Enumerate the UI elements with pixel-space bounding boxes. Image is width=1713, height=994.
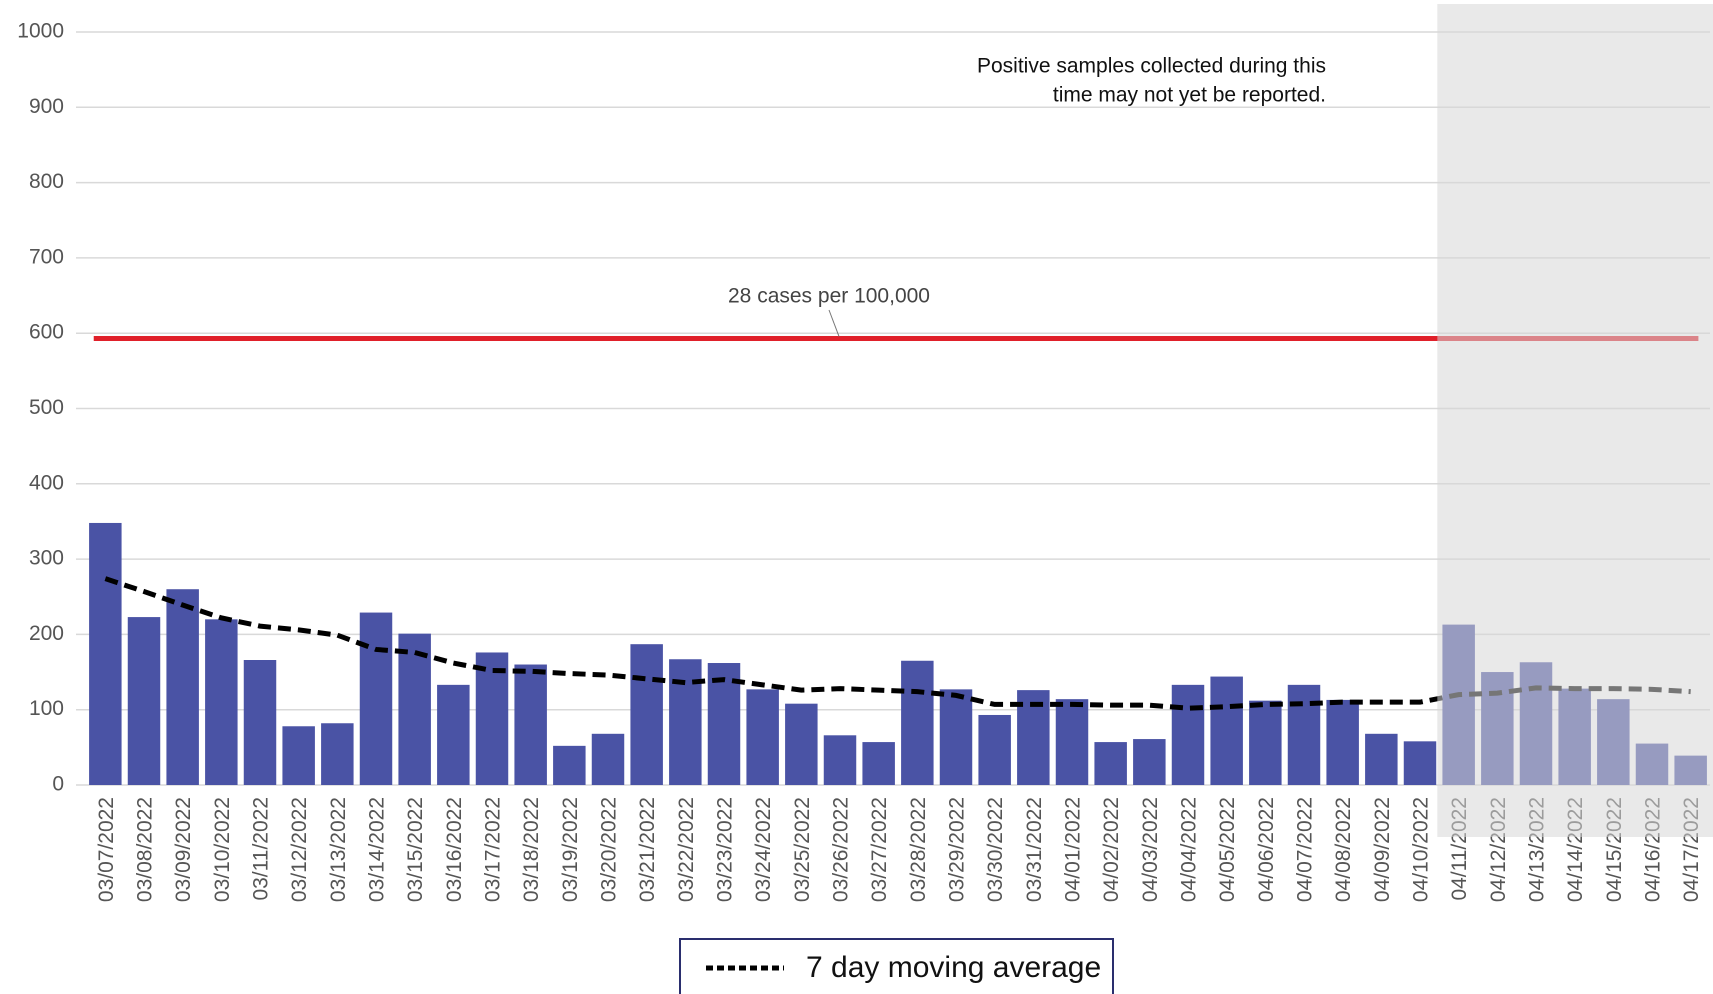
x-tick-label: 03/20/2022	[598, 797, 621, 902]
x-tick-label: 03/21/2022	[636, 797, 659, 902]
x-tick-label: 04/10/2022	[1410, 797, 1433, 902]
x-tick-label: 03/23/2022	[714, 797, 737, 902]
bar	[1210, 676, 1243, 785]
annotation: time may not yet be reported.	[1053, 84, 1326, 107]
x-tick-label: 03/13/2022	[327, 797, 350, 902]
bar	[282, 726, 315, 785]
bar	[939, 689, 973, 785]
bar	[1133, 739, 1166, 785]
x-tick-label: 03/08/2022	[134, 797, 157, 902]
y-tick-label: 100	[29, 697, 64, 720]
x-tick-label: 03/11/2022	[250, 797, 273, 901]
y-tick-label: 800	[29, 170, 64, 193]
reference-leader	[828, 309, 840, 337]
x-tick-label: 03/18/2022	[520, 797, 543, 902]
x-tick-label: 03/29/2022	[946, 797, 969, 902]
bar	[514, 664, 547, 785]
bar	[1171, 684, 1205, 785]
bar	[89, 522, 122, 785]
x-tick-label: 04/04/2022	[1178, 797, 1201, 902]
x-tick-label: 03/27/2022	[868, 797, 891, 902]
bar	[1094, 742, 1127, 785]
x-tick-label: 04/05/2022	[1216, 797, 1239, 902]
bar	[1249, 700, 1282, 785]
x-tick-label: 03/16/2022	[443, 797, 466, 902]
bar	[127, 617, 161, 785]
y-tick-label: 300	[29, 547, 64, 570]
y-tick-label: 500	[29, 396, 64, 419]
bar	[475, 652, 509, 785]
annotation: Positive samples collected during this	[977, 55, 1326, 78]
legend: 7 day moving average	[679, 938, 1114, 994]
x-tick-label: 03/07/2022	[95, 797, 118, 902]
x-tick-label: 03/31/2022	[1023, 797, 1046, 902]
x-tick-label: 03/24/2022	[752, 797, 775, 902]
x-tick-label: 04/08/2022	[1332, 797, 1355, 902]
bar	[1055, 699, 1089, 785]
legend-label: 7 day moving average	[806, 951, 1101, 984]
x-tick-label: 03/12/2022	[288, 797, 311, 902]
x-tick-label: 03/09/2022	[172, 797, 195, 902]
bar	[321, 723, 354, 785]
bar	[862, 742, 895, 785]
bar	[437, 684, 470, 785]
bar	[978, 714, 1011, 785]
x-tick-label: 03/26/2022	[830, 797, 853, 902]
x-tick-label: 04/07/2022	[1294, 797, 1317, 902]
pending-region	[1437, 4, 1713, 837]
bar	[823, 735, 857, 785]
bar	[669, 659, 702, 785]
x-tick-label: 03/17/2022	[482, 797, 505, 902]
x-tick-label: 04/02/2022	[1100, 797, 1123, 902]
bar	[1287, 684, 1321, 785]
x-tick-label: 04/06/2022	[1255, 797, 1278, 902]
y-tick-label: 700	[29, 245, 64, 268]
bar	[901, 660, 934, 785]
bar	[1365, 733, 1398, 785]
bar	[591, 733, 625, 785]
bar	[1403, 741, 1437, 785]
x-tick-label: 04/09/2022	[1371, 797, 1394, 902]
bar	[205, 619, 238, 785]
y-tick-label: 400	[29, 471, 64, 494]
y-tick-label: 900	[29, 95, 64, 118]
bar	[398, 633, 431, 785]
x-tick-label: 03/10/2022	[211, 797, 234, 902]
x-tick-label: 03/15/2022	[404, 797, 427, 902]
x-tick-label: 03/19/2022	[559, 797, 582, 902]
bar	[746, 689, 779, 785]
x-tick-label: 03/25/2022	[791, 797, 814, 902]
bar	[166, 589, 199, 785]
bar	[243, 660, 277, 785]
y-tick-label: 200	[29, 622, 64, 645]
x-tick-label: 03/14/2022	[366, 797, 389, 902]
reference-label: 28 cases per 100,000	[728, 285, 930, 308]
moving-average-line	[104, 576, 1691, 711]
bar	[630, 644, 663, 785]
y-tick-label: 600	[29, 321, 64, 344]
bar	[553, 745, 586, 785]
x-tick-label: 04/03/2022	[1139, 797, 1162, 902]
bar	[785, 703, 818, 785]
x-tick-label: 03/28/2022	[907, 797, 930, 902]
y-tick-label: 0	[52, 773, 64, 796]
x-tick-label: 03/30/2022	[984, 797, 1007, 902]
x-tick-label: 04/01/2022	[1062, 797, 1085, 902]
y-tick-label: 1000	[17, 20, 64, 43]
bar	[1326, 699, 1359, 785]
bar	[359, 612, 393, 785]
x-tick-label: 03/22/2022	[675, 797, 698, 902]
